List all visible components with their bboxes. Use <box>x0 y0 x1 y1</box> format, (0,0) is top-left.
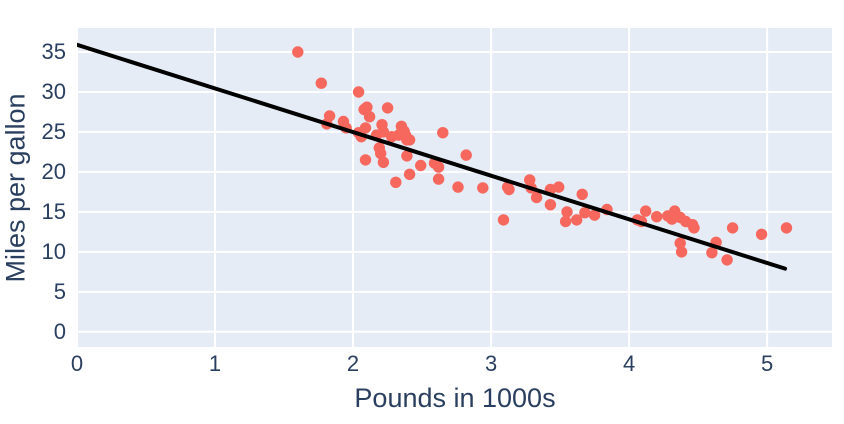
x-tick-label: 4 <box>622 351 636 376</box>
data-point <box>721 254 733 266</box>
data-point <box>359 154 372 166</box>
data-point <box>780 222 793 234</box>
data-point <box>571 214 583 226</box>
x-tick-label: 3 <box>484 351 498 376</box>
data-point <box>651 211 663 223</box>
y-tick-label: 25 <box>41 118 66 144</box>
data-point <box>323 110 336 122</box>
data-point <box>688 222 700 234</box>
x-axis-title: Pounds in 1000s <box>354 383 556 413</box>
data-point <box>674 237 686 249</box>
data-point <box>559 215 572 228</box>
data-point <box>390 176 402 188</box>
data-point <box>675 246 688 258</box>
data-point <box>640 205 652 217</box>
data-point <box>381 102 394 114</box>
y-tick-label: 0 <box>53 318 66 344</box>
data-point <box>497 214 510 226</box>
x-tick-label: 1 <box>208 351 222 376</box>
trend-line <box>77 42 788 271</box>
data-point <box>706 247 718 259</box>
data-point <box>432 173 445 185</box>
y-tick-label: 30 <box>41 78 66 104</box>
y-tick-label: 20 <box>41 158 66 184</box>
data-point <box>363 111 376 123</box>
data-point <box>403 168 416 180</box>
data-point <box>579 207 591 219</box>
data-point <box>375 147 387 160</box>
data-point <box>415 159 427 172</box>
data-point <box>361 101 373 113</box>
data-point <box>401 150 413 162</box>
data-point <box>437 127 449 139</box>
data-point <box>544 199 557 211</box>
x-tick-label: 0 <box>70 351 84 376</box>
y-tick-label: 35 <box>41 38 66 64</box>
data-point <box>377 156 390 168</box>
plot-area <box>77 28 832 347</box>
x-tick-label: 2 <box>346 351 360 376</box>
data-point <box>460 149 472 161</box>
plot-canvas <box>77 28 832 347</box>
y-tick-label: 15 <box>41 198 66 224</box>
data-point <box>292 46 304 58</box>
x-tick-label: 5 <box>761 351 774 376</box>
data-point <box>432 161 445 173</box>
data-point <box>315 77 327 89</box>
data-point <box>755 228 768 240</box>
data-point <box>576 188 588 200</box>
data-point <box>403 134 416 146</box>
data-point <box>726 222 739 234</box>
data-point <box>530 191 543 204</box>
data-point <box>588 209 601 221</box>
data-point <box>377 126 390 138</box>
data-point <box>503 183 515 196</box>
data-point <box>359 122 372 134</box>
data-point <box>352 86 365 98</box>
data-point <box>561 206 573 218</box>
data-point <box>477 182 489 194</box>
data-point <box>452 181 464 193</box>
data-point <box>553 181 565 193</box>
y-tick-label: 5 <box>53 278 66 304</box>
y-tick-label: 10 <box>41 238 66 264</box>
